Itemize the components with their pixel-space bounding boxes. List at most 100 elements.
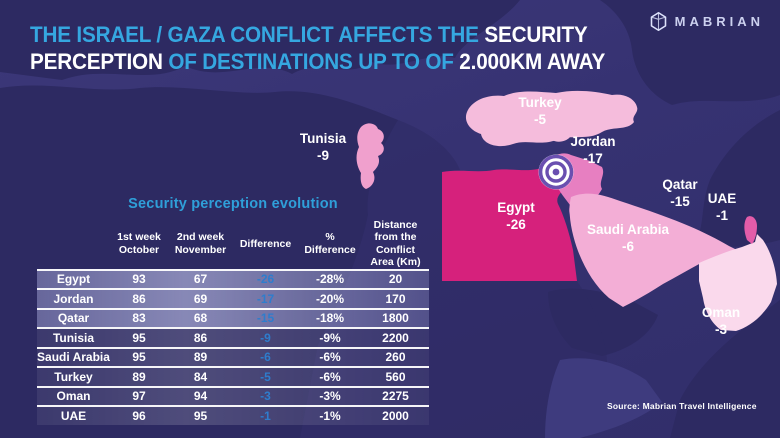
map-label-turkey-value: -5: [533, 112, 546, 127]
cell-country: Saudi Arabia: [37, 350, 110, 365]
cell-week1: 83: [132, 311, 146, 326]
cell-country: Jordan: [53, 291, 94, 306]
table-row-turkey: Turkey 89 84 -5 -6% 560: [37, 366, 429, 386]
mabrian-logo-text: MABRIAN: [674, 14, 764, 29]
cell-week2: 94: [193, 389, 208, 404]
cell-pct: -9%: [319, 330, 341, 345]
cell-difference: -9: [260, 330, 271, 345]
cell-week2: 67: [193, 272, 208, 287]
table-row-tunisia: Tunisia 95 86 -9 -9% 2200: [37, 327, 429, 347]
cell-week1: 93: [132, 272, 146, 287]
map-label-saudi-arabia: Saudi Arabia -6: [587, 222, 669, 256]
title-line2-blue: OF DESTINATIONS UP TO OF: [168, 49, 454, 74]
cell-pct: -18%: [315, 311, 344, 326]
country-shape-uae-oman: [699, 234, 777, 331]
map-label-egypt: Egypt -26: [497, 200, 535, 234]
map-label-oman: Oman -3: [702, 305, 740, 339]
cell-pct: -6%: [319, 369, 341, 384]
header-difference: Difference: [239, 237, 292, 250]
map-label-uae-name: UAE: [707, 191, 737, 207]
cell-week1: 86: [132, 291, 146, 306]
map-label-jordan-name: Jordan: [570, 134, 616, 150]
cell-distance: 170: [385, 291, 406, 306]
horn-of-africa-silhouette: [545, 358, 662, 438]
country-shape-turkey: [465, 90, 638, 147]
cell-pct: -28%: [315, 272, 344, 287]
cell-pct: -6%: [319, 350, 341, 365]
header-pct-difference: % Difference: [304, 231, 356, 256]
map-label-oman-name: Oman: [701, 305, 741, 321]
cell-week2: 89: [193, 350, 208, 365]
cell-week1: 95: [132, 350, 146, 365]
cell-week1: 96: [132, 408, 146, 423]
map-label-uae-value: -1: [715, 208, 729, 223]
title-line2-white1: PERCEPTION: [30, 49, 163, 74]
map-label-oman-value: -3: [714, 322, 728, 337]
cell-distance: 560: [385, 369, 406, 384]
map-label-qatar-value: -15: [670, 194, 690, 209]
cell-difference: -6: [260, 350, 271, 365]
country-shape-egypt: [442, 167, 577, 281]
header-week1: 1st week October: [117, 231, 161, 256]
cell-difference: -17: [256, 291, 275, 306]
conflict-epicenter-icon: [538, 154, 574, 190]
cell-pct: -3%: [319, 389, 341, 404]
page-title: THE ISRAEL / GAZA CONFLICT AFFECTS THE S…: [30, 21, 692, 75]
mabrian-logo: MABRIAN: [648, 11, 764, 32]
cell-week2: 84: [193, 369, 208, 384]
cell-distance: 1800: [382, 311, 409, 326]
map-label-qatar-name: Qatar: [662, 177, 698, 193]
cell-pct: -20%: [315, 291, 344, 306]
cell-distance: 2275: [382, 389, 409, 404]
title-line-1: THE ISRAEL / GAZA CONFLICT AFFECTS THE S…: [30, 21, 692, 48]
map-label-turkey-name: Turkey: [518, 95, 562, 111]
source-attribution: Source: Mabrian Travel Intelligence: [607, 401, 757, 411]
table-row-qatar: Qatar 83 68 -15 -18% 1800: [37, 307, 429, 327]
map-label-jordan-value: -17: [583, 151, 603, 166]
cell-pct: -1%: [319, 408, 341, 423]
cell-week2: 95: [193, 408, 208, 423]
security-perception-table: Security perception evolution 1st week O…: [37, 196, 429, 425]
cell-week2: 69: [193, 291, 208, 306]
cell-distance: 20: [388, 272, 403, 287]
map-label-saudi-value: -6: [621, 239, 634, 254]
cell-week2: 68: [193, 311, 208, 326]
cell-country: UAE: [60, 408, 87, 423]
title-line1-blue: THE ISRAEL / GAZA CONFLICT AFFECTS THE: [30, 22, 479, 47]
cell-country: Egypt: [56, 272, 91, 287]
map-label-saudi-name: Saudi Arabia: [586, 222, 670, 238]
map-label-tunisia-name: Tunisia: [299, 131, 347, 147]
table-header-row: 1st week October 2nd week November Diffe…: [37, 219, 429, 269]
table-row-egypt: Egypt 93 67 -26 -28% 20: [37, 268, 429, 288]
title-line-2: PERCEPTION OF DESTINATIONS UP TO OF 2.00…: [30, 48, 692, 75]
map-label-tunisia-value: -9: [316, 148, 330, 163]
cell-week1: 95: [132, 330, 146, 345]
map-label-uae: UAE -1: [708, 191, 737, 225]
country-shape-saudi-arabia: [569, 193, 741, 307]
cell-distance: 2200: [382, 330, 409, 345]
cell-week1: 97: [132, 389, 146, 404]
table-row-uae: UAE 96 95 -1 -1% 2000: [37, 405, 429, 425]
map-label-qatar: Qatar -15: [662, 177, 697, 211]
cell-difference: -15: [256, 311, 275, 326]
map-label-egypt-value: -26: [506, 217, 526, 232]
map-label-jordan: Jordan -17: [570, 134, 615, 168]
country-shape-cyprus: [552, 134, 570, 142]
cell-week1: 89: [132, 369, 146, 384]
map-label-tunisia: Tunisia -9: [300, 131, 346, 165]
header-distance: Distance from the Conflict Area (Km): [370, 219, 421, 269]
cell-difference: -5: [260, 369, 271, 384]
cell-difference: -3: [260, 389, 271, 404]
map-label-egypt-name: Egypt: [497, 200, 535, 216]
cell-country: Oman: [56, 389, 91, 404]
title-line2-white2: 2.000KM AWAY: [459, 49, 606, 74]
table-row-saudi-arabia: Saudi Arabia 95 89 -6 -6% 260: [37, 346, 429, 366]
mabrian-gem-icon: [650, 11, 666, 32]
country-shape-tunisia: [356, 123, 384, 189]
table-row-jordan: Jordan 86 69 -17 -20% 170: [37, 288, 429, 308]
table-row-oman: Oman 97 94 -3 -3% 2275: [37, 385, 429, 405]
title-line1-white: SECURITY: [484, 22, 588, 47]
cell-country: Turkey: [54, 369, 93, 384]
